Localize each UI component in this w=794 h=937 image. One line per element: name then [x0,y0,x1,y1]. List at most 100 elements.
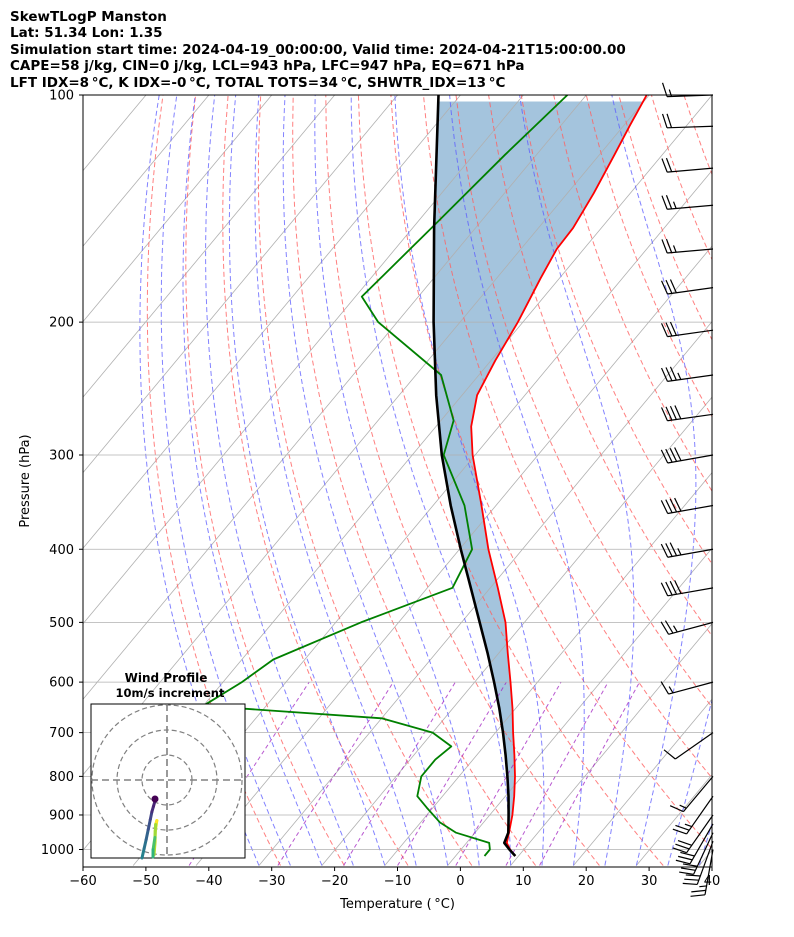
barb-flag [680,867,696,871]
barb-flag [665,543,673,557]
barb-half-flag [668,89,673,97]
moist-adiabat [314,95,480,866]
chart-title-block: SkewTLogP Manston Lat: 51.34 Lon: 1.35 S… [10,9,626,91]
wind-barb [672,814,714,854]
barb-staff [667,329,714,338]
barb-flag [669,321,677,336]
isotherm-line [83,95,273,323]
dry-adiabat [146,95,281,866]
wind-barb [660,447,714,464]
moist-adiabat [350,95,512,866]
wind-barb [660,405,714,422]
barb-staff [686,795,714,835]
y-tick-label: 900 [49,808,74,823]
isotherm-line [83,95,524,625]
hodograph-segment-upper [146,818,152,832]
barb-staff [667,548,714,558]
barb-half-flag [677,372,682,380]
barb-flag [660,681,670,695]
x-tick-label: −10 [384,874,411,889]
barb-flag [664,620,674,634]
y-tick-label: 800 [49,770,74,785]
barb-flag [660,582,669,597]
wind-barb [669,775,714,813]
dry-adiabat [749,95,794,866]
barb-staff [667,504,714,515]
temperature-line [470,95,648,857]
barb-flag [661,82,668,97]
dry-adiabat [257,95,473,866]
barb-flag [669,542,678,556]
dry-adiabat [618,95,712,341]
isotherm-line [83,95,336,398]
barb-half-flag [668,686,674,694]
hodograph-segment-upper [140,847,146,860]
moist-adiabat [698,822,712,866]
cape-area [433,101,644,832]
barb-flag [669,448,678,462]
barb-flag [669,580,678,595]
barb-flag [679,871,694,875]
barb-half-flag [679,804,687,809]
barb-half-flag [684,823,692,828]
barb-flag [665,157,673,172]
barb-flag [669,805,684,813]
barb-staff [667,94,714,98]
isotherm-line [258,321,712,866]
barb-flag [690,894,706,897]
dry-adiabat [650,95,712,261]
barb-staff [682,775,714,813]
title-station: SkewTLogP Manston [10,9,167,25]
hodograph-segment-lower [151,835,157,852]
moist-adiabat [282,95,449,866]
wind-barb [663,732,714,760]
barb-flag [682,863,698,867]
moist-adiabat [182,95,323,866]
barb-flag [665,581,673,596]
x-tick-label: −20 [321,874,348,889]
parcel-line [432,95,517,857]
barb-half-flag [673,625,678,633]
barb-flag [665,499,673,513]
wind-barb [675,823,714,865]
barb-flag [660,367,668,382]
barb-flag [661,158,668,173]
barb-flag [677,855,693,861]
wind-barb [660,681,714,695]
mixing-ratio-line [277,681,394,866]
x-tick-label: 30 [641,874,658,889]
barb-flag [660,449,669,464]
y-axis-label: Pressure (hPa) [18,434,33,527]
title-times: Simulation start time: 2024-04-19_00:00:… [10,41,626,58]
barb-half-flag [699,885,707,888]
title-location: Lat: 51.34 Lon: 1.35 [10,25,163,42]
x-tick-label: 20 [578,874,595,889]
isotherm-line [83,95,84,96]
y-tick-label: 200 [49,316,74,331]
moist-adiabat [449,95,585,866]
inset-frame [90,703,246,859]
moist-adiabat [228,95,386,866]
barb-half-flag [677,548,682,556]
wind-barb [679,832,714,875]
barb-flag [665,322,673,337]
dry-adiabat [585,95,712,418]
barb-flag [674,405,682,420]
moist-adiabat [611,95,697,866]
dewpoint-line [202,95,569,857]
y-tick-label: 400 [49,543,74,558]
barb-flag [665,367,673,381]
barb-staff [693,832,714,875]
wind-barb [660,580,714,597]
barb-flag [675,824,690,831]
wind-barbs [660,82,714,897]
wind-barb [660,366,714,382]
hodograph-segment-upper [144,828,150,842]
barb-flag [661,239,668,254]
barb-flag [677,839,692,846]
barb-flag [660,407,668,421]
y-tick-label: 300 [49,448,74,463]
moist-adiabat [205,95,354,866]
moist-adiabat [667,698,712,866]
